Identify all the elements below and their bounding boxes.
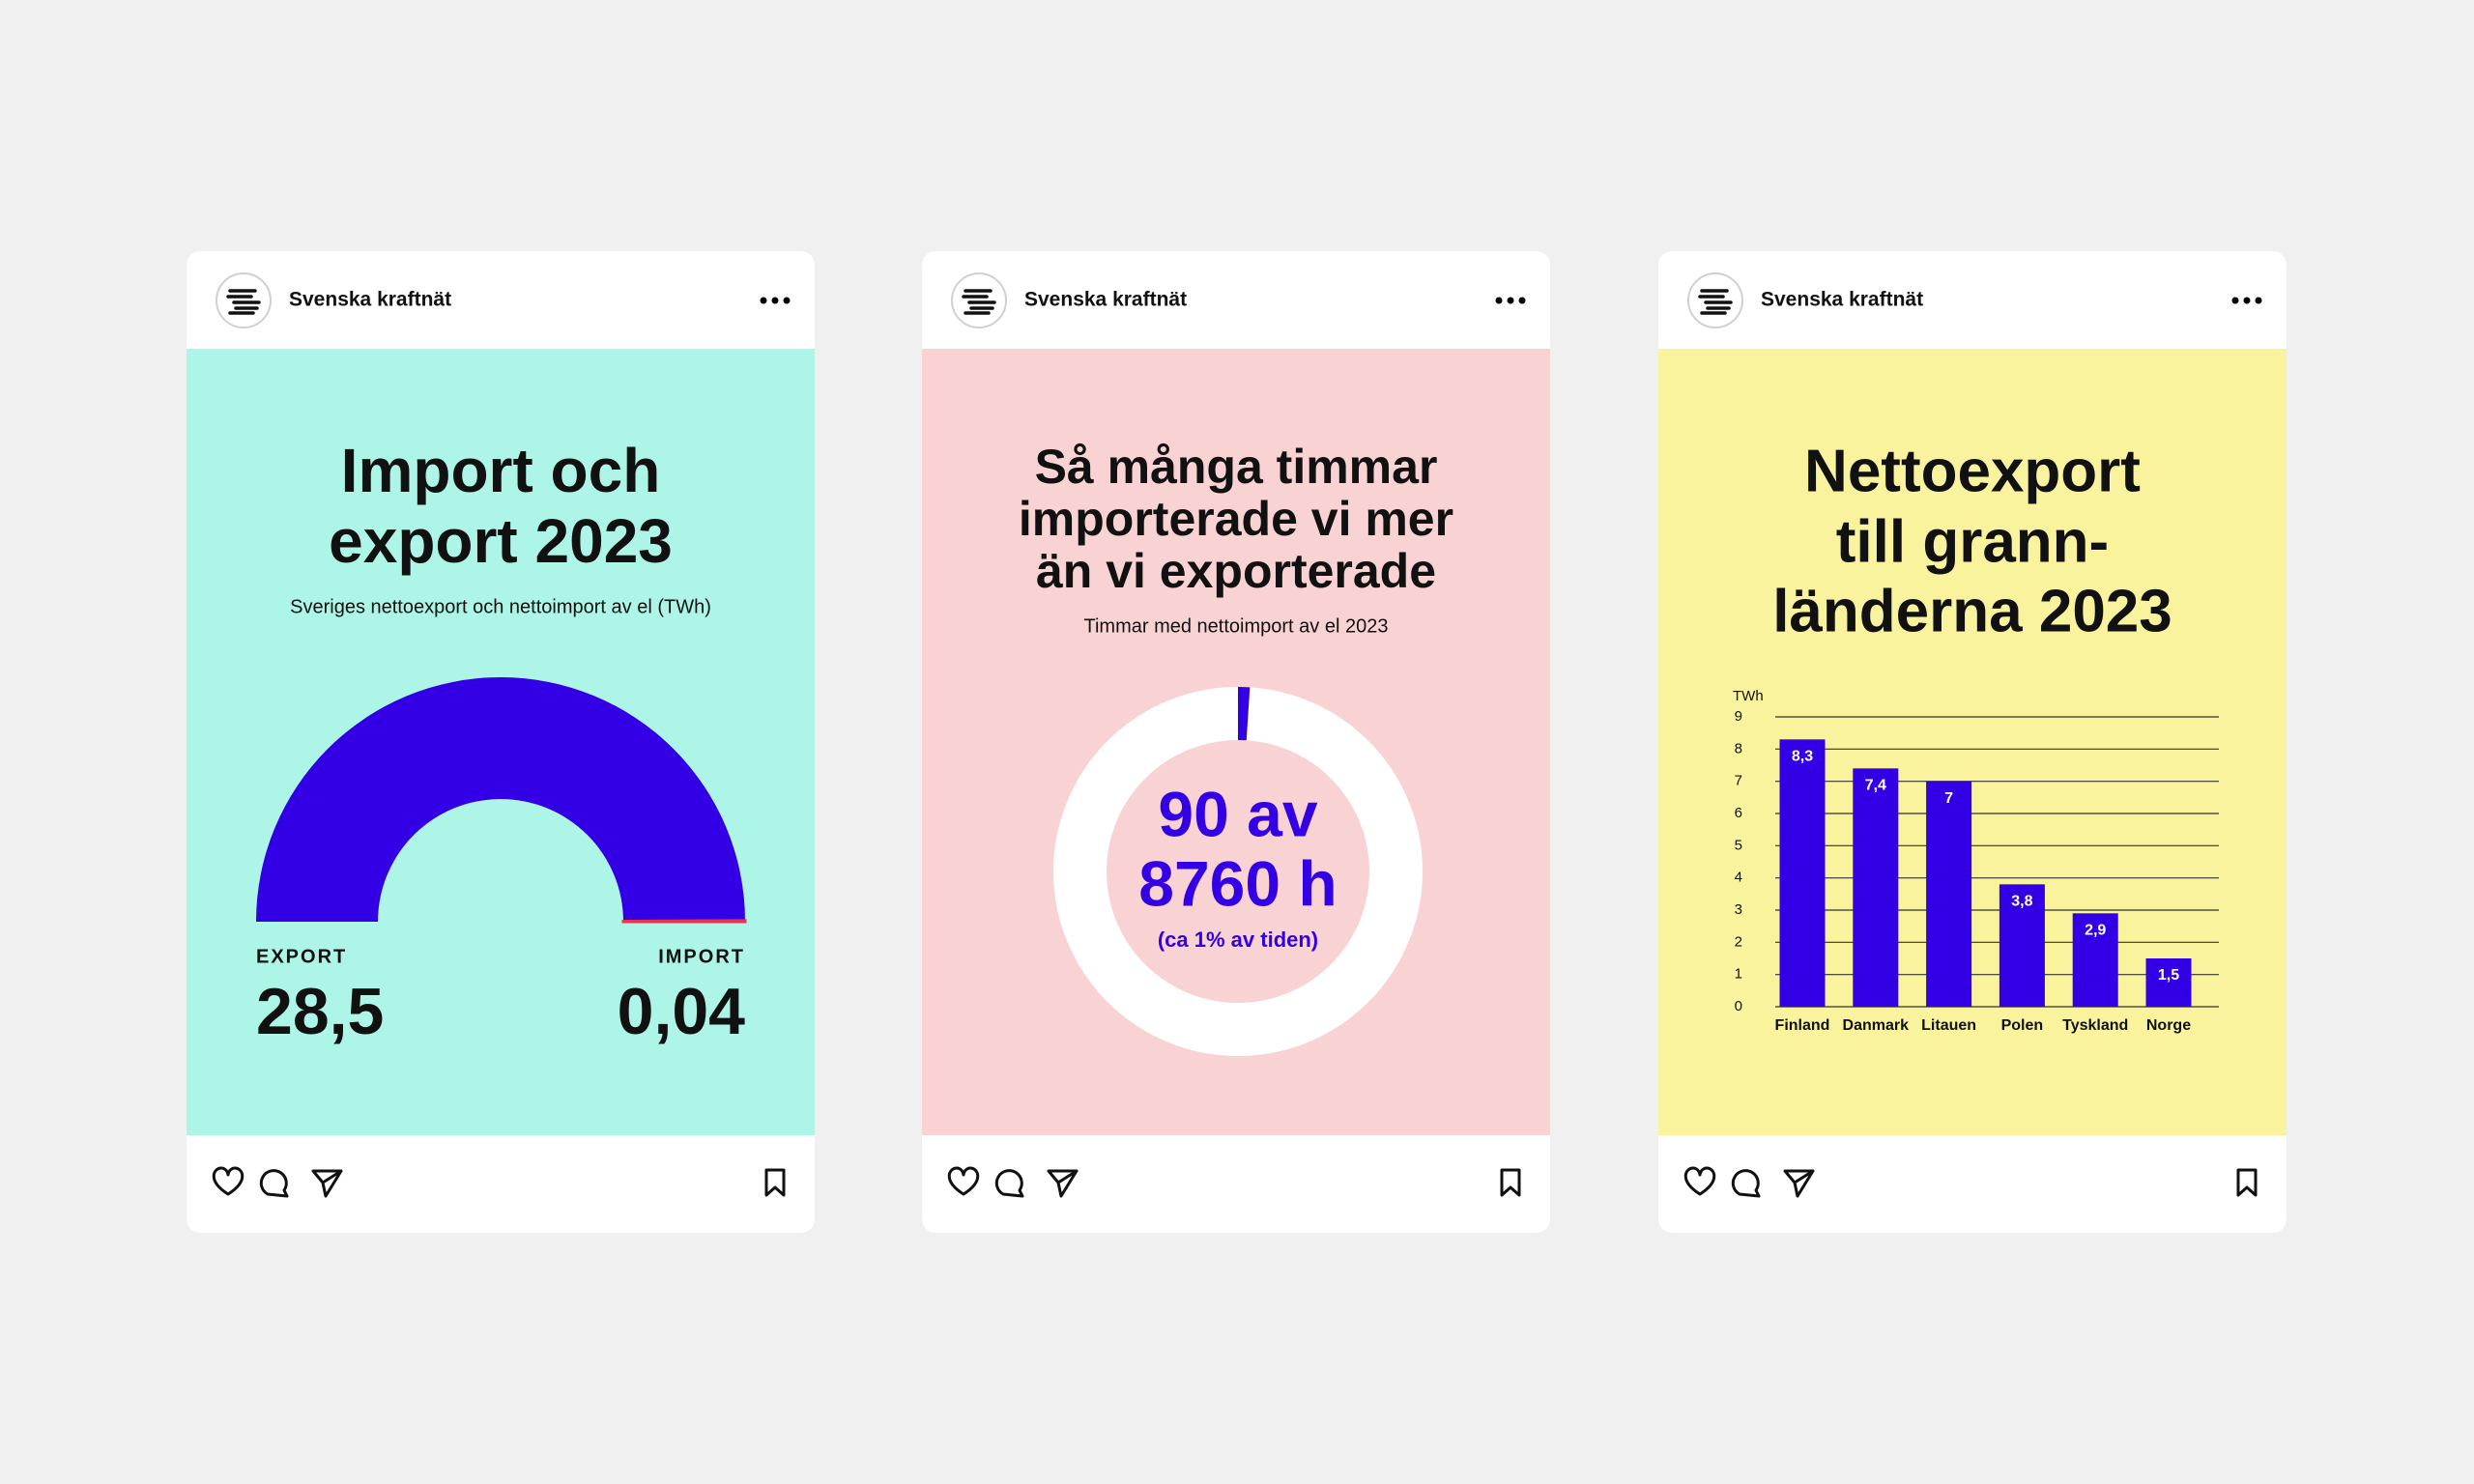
avatar[interactable] [950, 271, 1008, 329]
avatar[interactable] [1686, 271, 1744, 329]
bar-value-label: 1,5 [2158, 967, 2179, 984]
account-name[interactable]: Svenska kraftnät [289, 289, 451, 311]
post-title: export 2023 [329, 506, 673, 576]
x-tick-label: Norge [2146, 1017, 2191, 1034]
gauge-label: IMPORT [658, 946, 745, 967]
subtitle: Timmar med nettoimport av el 2023 [1084, 615, 1389, 637]
post-title: länderna 2023 [1772, 578, 2172, 644]
donut-note: (ca 1% av tiden) [1158, 928, 1318, 952]
account-name[interactable]: Svenska kraftnät [1024, 289, 1187, 311]
more-button[interactable] [1495, 297, 1526, 304]
y-tick-label: 3 [1735, 901, 1742, 918]
bar [2145, 958, 2192, 1007]
bar-value-label: 2,9 [2085, 923, 2106, 939]
bar-value-label: 7,4 [1865, 778, 1886, 794]
bar [1853, 768, 1899, 1007]
gauge-segment [256, 676, 745, 922]
y-tick-label: 8 [1735, 740, 1742, 756]
post-title: Import och [341, 436, 661, 505]
post-title: till grann- [1836, 508, 2109, 575]
x-tick-label: Polen [2001, 1017, 2044, 1034]
y-tick-label: 7 [1735, 773, 1742, 789]
x-tick-label: Danmark [1843, 1017, 1910, 1034]
y-tick-label: 9 [1735, 708, 1742, 725]
gauge-segment [621, 919, 747, 924]
x-tick-label: Tyskland [2062, 1017, 2128, 1034]
bar [1779, 739, 1826, 1007]
donut-segment [1238, 687, 1251, 741]
gauge-value: 28,5 [256, 975, 384, 1048]
y-tick-label: 0 [1735, 998, 1742, 1014]
post-title: än vi exporterade [1036, 544, 1436, 598]
y-tick-label: 2 [1735, 933, 1742, 950]
avatar[interactable] [215, 271, 273, 329]
y-tick-label: 6 [1735, 805, 1742, 821]
post-card: Svenska kraftnät Så många timmarimporter… [922, 251, 1550, 1233]
subtitle: Sveriges nettoexport och nettoimport av … [290, 596, 711, 617]
post-title: Så många timmar [1035, 440, 1438, 494]
bar [1999, 884, 2045, 1007]
gauge-label: EXPORT [256, 946, 347, 967]
post-title: importerade vi mer [1019, 492, 1453, 546]
more-button[interactable] [2231, 297, 2262, 304]
x-tick-label: Litauen [1921, 1017, 1976, 1034]
donut-center-text: 90 av [1158, 778, 1317, 849]
bar-value-label: 7 [1944, 790, 1953, 807]
donut-center-text: 8760 h [1138, 847, 1337, 919]
x-tick-label: Finland [1775, 1017, 1830, 1034]
y-tick-label: 4 [1735, 870, 1742, 886]
more-button[interactable] [760, 297, 791, 304]
y-tick-label: 5 [1735, 837, 1742, 853]
bar [1926, 781, 1972, 1007]
bar-value-label: 3,8 [2011, 894, 2032, 910]
y-axis-label: TWh [1733, 688, 1764, 704]
bar-value-label: 8,3 [1792, 749, 1813, 765]
y-tick-label: 1 [1735, 966, 1742, 983]
account-name[interactable]: Svenska kraftnät [1761, 289, 1923, 311]
bar [2072, 913, 2118, 1007]
post-title: Nettoexport [1804, 438, 2141, 504]
gauge-value: 0,04 [618, 975, 746, 1048]
